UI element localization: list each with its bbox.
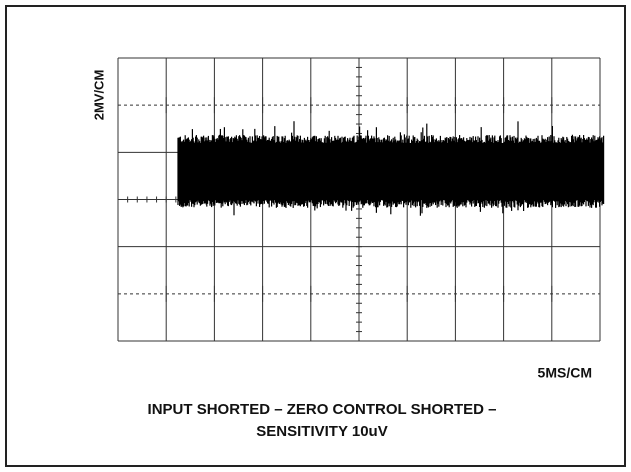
caption-line: SENSITIVITY 10uV xyxy=(256,423,387,440)
x-axis-label: 5MS/CM xyxy=(538,365,592,381)
page: 2MV/CM 5MS/CM INPUT SHORTED – ZERO CONTR… xyxy=(0,0,631,472)
y-axis-label: 2MV/CM xyxy=(91,70,106,121)
scope-figure: 2MV/CM 5MS/CM INPUT SHORTED – ZERO CONTR… xyxy=(0,0,631,472)
caption-line: INPUT SHORTED – ZERO CONTROL SHORTED – xyxy=(148,401,497,418)
